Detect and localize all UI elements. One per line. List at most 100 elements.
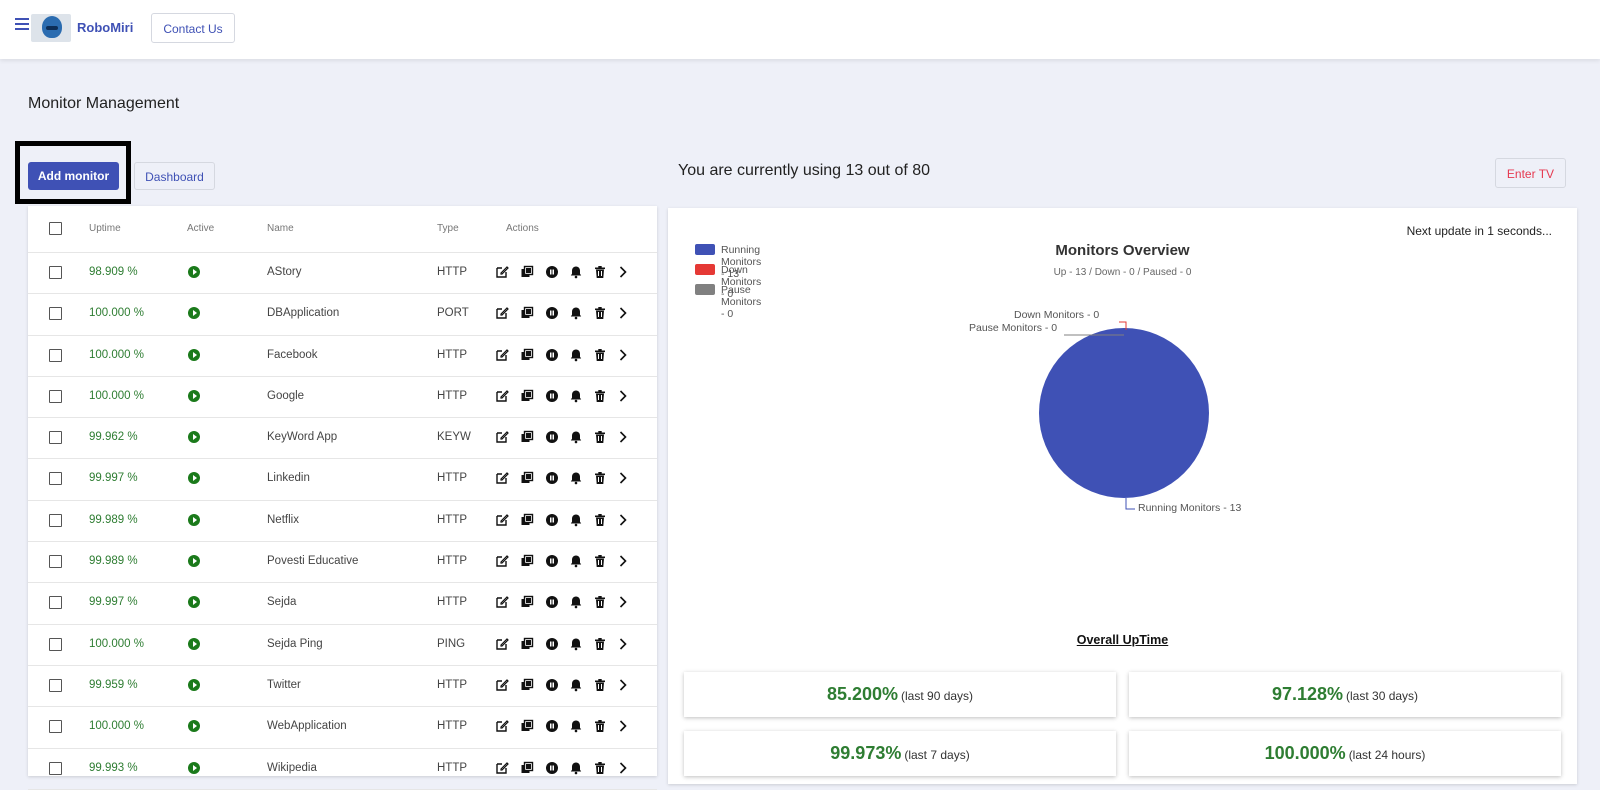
trash-icon[interactable] xyxy=(593,389,607,403)
chevron-right-icon[interactable] xyxy=(616,306,630,320)
bell-icon[interactable] xyxy=(569,719,583,733)
edit-icon[interactable] xyxy=(495,348,509,362)
edit-icon[interactable] xyxy=(495,513,509,527)
active-status-icon[interactable] xyxy=(188,555,200,568)
contact-us-button[interactable]: Contact Us xyxy=(151,13,235,43)
monitor-name[interactable]: Wikipedia xyxy=(267,761,317,774)
table-row[interactable]: 100.000 % DBApplication PORT xyxy=(28,294,657,336)
chevron-right-icon[interactable] xyxy=(616,678,630,692)
trash-icon[interactable] xyxy=(593,430,607,444)
chevron-right-icon[interactable] xyxy=(616,513,630,527)
edit-icon[interactable] xyxy=(495,595,509,609)
trash-icon[interactable] xyxy=(593,471,607,485)
copy-icon[interactable] xyxy=(520,719,534,733)
active-status-icon[interactable] xyxy=(188,348,200,361)
row-checkbox[interactable] xyxy=(49,472,62,486)
select-all-checkbox[interactable] xyxy=(49,222,62,235)
active-status-icon[interactable] xyxy=(188,678,200,691)
bell-icon[interactable] xyxy=(569,430,583,444)
active-status-icon[interactable] xyxy=(188,637,200,650)
table-row[interactable]: 99.962 % KeyWord App KEYW xyxy=(28,418,657,460)
row-checkbox[interactable] xyxy=(49,555,62,569)
table-row[interactable]: 99.997 % Linkedin HTTP xyxy=(28,459,657,501)
edit-icon[interactable] xyxy=(495,265,509,279)
copy-icon[interactable] xyxy=(520,265,534,279)
row-checkbox[interactable] xyxy=(49,266,62,279)
table-row[interactable]: 100.000 % Google HTTP xyxy=(28,377,657,419)
copy-icon[interactable] xyxy=(520,306,534,320)
copy-icon[interactable] xyxy=(520,678,534,692)
table-row[interactable]: 99.989 % Netflix HTTP xyxy=(28,501,657,543)
copy-icon[interactable] xyxy=(520,595,534,609)
monitor-name[interactable]: Povesti Educative xyxy=(267,555,359,568)
chevron-right-icon[interactable] xyxy=(616,430,630,444)
bell-icon[interactable] xyxy=(569,389,583,403)
edit-icon[interactable] xyxy=(495,471,509,485)
chevron-right-icon[interactable] xyxy=(616,637,630,651)
active-status-icon[interactable] xyxy=(188,266,200,278)
bell-icon[interactable] xyxy=(569,761,583,775)
pause-icon[interactable] xyxy=(545,595,559,609)
dashboard-button[interactable]: Dashboard xyxy=(134,162,215,190)
row-checkbox[interactable] xyxy=(49,678,62,692)
monitor-name[interactable]: KeyWord App xyxy=(267,431,338,444)
pause-icon[interactable] xyxy=(545,389,559,403)
trash-icon[interactable] xyxy=(593,595,607,609)
trash-icon[interactable] xyxy=(593,348,607,362)
bell-icon[interactable] xyxy=(569,348,583,362)
table-row[interactable]: 99.997 % Sejda HTTP xyxy=(28,583,657,625)
row-checkbox[interactable] xyxy=(49,431,62,445)
trash-icon[interactable] xyxy=(593,678,607,692)
pause-icon[interactable] xyxy=(545,719,559,733)
edit-icon[interactable] xyxy=(495,719,509,733)
copy-icon[interactable] xyxy=(520,761,534,775)
bell-icon[interactable] xyxy=(569,513,583,527)
chevron-right-icon[interactable] xyxy=(616,348,630,362)
trash-icon[interactable] xyxy=(593,265,607,279)
chevron-right-icon[interactable] xyxy=(616,761,630,775)
chevron-right-icon[interactable] xyxy=(616,719,630,733)
pause-icon[interactable] xyxy=(545,430,559,444)
row-checkbox[interactable] xyxy=(49,761,62,775)
bell-icon[interactable] xyxy=(569,306,583,320)
active-status-icon[interactable] xyxy=(188,472,200,485)
trash-icon[interactable] xyxy=(593,513,607,527)
chevron-right-icon[interactable] xyxy=(616,554,630,568)
table-row[interactable]: 100.000 % WebApplication HTTP xyxy=(28,707,657,749)
copy-icon[interactable] xyxy=(520,637,534,651)
add-monitor-button[interactable]: Add monitor xyxy=(28,162,119,190)
bell-icon[interactable] xyxy=(569,471,583,485)
copy-icon[interactable] xyxy=(520,430,534,444)
bell-icon[interactable] xyxy=(569,265,583,279)
monitor-name[interactable]: Sejda xyxy=(267,596,297,609)
pause-icon[interactable] xyxy=(545,761,559,775)
active-status-icon[interactable] xyxy=(188,596,200,609)
monitor-name[interactable]: Sejda Ping xyxy=(267,637,323,650)
trash-icon[interactable] xyxy=(593,306,607,320)
monitor-name[interactable]: Netflix xyxy=(267,513,299,526)
trash-icon[interactable] xyxy=(593,719,607,733)
copy-icon[interactable] xyxy=(520,513,534,527)
chevron-right-icon[interactable] xyxy=(616,265,630,279)
copy-icon[interactable] xyxy=(520,389,534,403)
monitor-name[interactable]: Twitter xyxy=(267,678,301,691)
monitor-name[interactable]: Google xyxy=(267,389,305,402)
active-status-icon[interactable] xyxy=(188,431,200,444)
active-status-icon[interactable] xyxy=(188,513,200,526)
table-row[interactable]: 99.989 % Povesti Educative HTTP xyxy=(28,542,657,584)
active-status-icon[interactable] xyxy=(188,720,200,733)
pause-icon[interactable] xyxy=(545,471,559,485)
monitor-name[interactable]: Facebook xyxy=(267,348,318,361)
row-checkbox[interactable] xyxy=(49,720,62,734)
copy-icon[interactable] xyxy=(520,471,534,485)
trash-icon[interactable] xyxy=(593,554,607,568)
trash-icon[interactable] xyxy=(593,761,607,775)
bell-icon[interactable] xyxy=(569,637,583,651)
row-checkbox[interactable] xyxy=(49,513,62,527)
copy-icon[interactable] xyxy=(520,348,534,362)
pie-slice-running[interactable] xyxy=(1039,328,1209,498)
bell-icon[interactable] xyxy=(569,554,583,568)
chevron-right-icon[interactable] xyxy=(616,389,630,403)
edit-icon[interactable] xyxy=(495,554,509,568)
pause-icon[interactable] xyxy=(545,678,559,692)
